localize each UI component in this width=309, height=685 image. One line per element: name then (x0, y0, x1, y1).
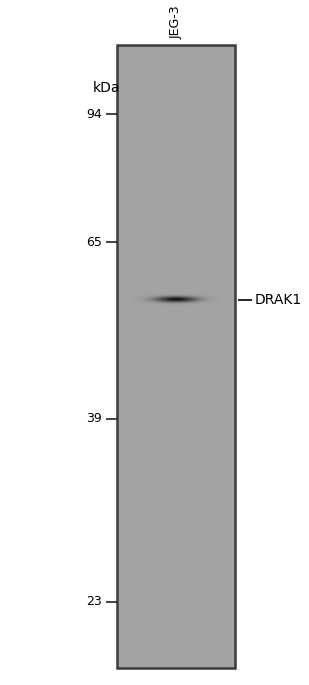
Text: kDa: kDa (93, 82, 120, 95)
Text: 23: 23 (86, 595, 102, 608)
Text: JEG-3: JEG-3 (170, 5, 183, 39)
Bar (117, 45, 235, 668)
Text: DRAK1: DRAK1 (255, 293, 302, 307)
Text: 65: 65 (86, 236, 102, 249)
Text: 39: 39 (86, 412, 102, 425)
Text: 94: 94 (86, 108, 102, 121)
